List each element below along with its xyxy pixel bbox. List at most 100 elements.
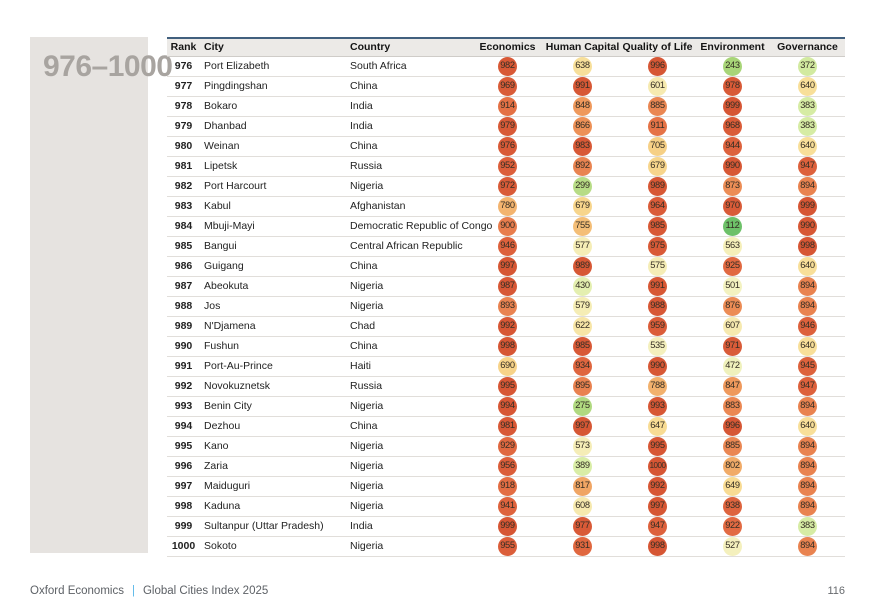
- score-cell-economics: 946: [470, 236, 545, 256]
- score-cell-governance: 894: [770, 436, 845, 456]
- score-badge: 873: [723, 176, 742, 196]
- score-cell-quality-of-life: 992: [620, 476, 695, 496]
- score-cell-quality-of-life: 947: [620, 516, 695, 536]
- score-cell-economics: 955: [470, 536, 545, 556]
- score-cell-economics: 972: [470, 176, 545, 196]
- score-cell-human-capital: 934: [545, 356, 620, 376]
- score-badge: 383: [798, 96, 817, 116]
- score-badge: 995: [648, 436, 667, 456]
- score-badge: 931: [573, 536, 592, 556]
- city-cell: Dhanbad: [204, 120, 247, 132]
- score-badge: 997: [648, 496, 667, 516]
- score-badge: 638: [573, 56, 592, 76]
- table-row: 983 Kabul Afghanistan 780 679 964 970 999: [167, 196, 845, 216]
- score-badge: 922: [723, 516, 742, 536]
- table-row: 998 Kaduna Nigeria 941 608 997 938 894: [167, 496, 845, 516]
- table-row: 991 Port-Au-Prince Haiti 690 934 990 472 945: [167, 356, 845, 376]
- score-badge: 947: [798, 376, 817, 396]
- score-cell-human-capital: 989: [545, 256, 620, 276]
- table-row: 977 Pingdingshan China 969 991 601 978 640: [167, 76, 845, 96]
- country-cell: China: [350, 80, 378, 92]
- score-badge: 999: [798, 196, 817, 216]
- table-row: 984 Mbuji-Mayi Democratic Republic of Cong…: [167, 216, 845, 236]
- score-cell-environment: 938: [695, 496, 770, 516]
- score-cell-environment: 999: [695, 96, 770, 116]
- score-badge: 275: [573, 396, 592, 416]
- score-cell-human-capital: 573: [545, 436, 620, 456]
- rank-cell: 1000: [171, 540, 196, 552]
- score-badge: 989: [573, 256, 592, 276]
- score-cell-governance: 383: [770, 96, 845, 116]
- score-badge: 640: [798, 136, 817, 156]
- table-row: 992 Novokuznetsk Russia 995 895 788 847 947: [167, 376, 845, 396]
- score-cell-governance: 894: [770, 456, 845, 476]
- score-badge: 883: [723, 396, 742, 416]
- score-badge: 893: [498, 296, 517, 316]
- score-cell-economics: 981: [470, 416, 545, 436]
- score-cell-governance: 998: [770, 236, 845, 256]
- table-row: 988 Jos Nigeria 893 579 988 876 894: [167, 296, 845, 316]
- rank-cell: 984: [174, 220, 193, 232]
- score-badge: 911: [648, 116, 667, 136]
- country-cell: Nigeria: [350, 180, 384, 192]
- score-cell-governance: 894: [770, 176, 845, 196]
- score-cell-quality-of-life: 959: [620, 316, 695, 336]
- score-cell-governance: 947: [770, 156, 845, 176]
- rank-cell: 997: [174, 480, 193, 492]
- score-badge: 608: [573, 496, 592, 516]
- score-cell-human-capital: 430: [545, 276, 620, 296]
- col-header-country: Country: [346, 38, 470, 57]
- score-cell-economics: 780: [470, 196, 545, 216]
- score-cell-quality-of-life: 998: [620, 536, 695, 556]
- score-cell-governance: 946: [770, 316, 845, 336]
- score-badge: 679: [573, 196, 592, 216]
- score-badge: 964: [648, 196, 667, 216]
- score-cell-governance: 945: [770, 356, 845, 376]
- score-badge: 946: [798, 316, 817, 336]
- score-cell-economics: 987: [470, 276, 545, 296]
- country-cell: Central African Republic: [350, 240, 463, 252]
- score-cell-quality-of-life: 647: [620, 416, 695, 436]
- score-badge: 996: [648, 56, 667, 76]
- score-badge: 876: [723, 296, 742, 316]
- score-cell-economics: 998: [470, 336, 545, 356]
- score-cell-economics: 997: [470, 256, 545, 276]
- country-cell: Nigeria: [350, 540, 384, 552]
- score-cell-environment: 876: [695, 296, 770, 316]
- col-header-quality-of-life: Quality of Life: [620, 38, 695, 57]
- score-badge: 981: [498, 416, 517, 436]
- city-cell: Bokaro: [204, 100, 238, 112]
- score-badge: 946: [498, 236, 517, 256]
- city-cell: Jos: [204, 300, 221, 312]
- score-cell-economics: 900: [470, 216, 545, 236]
- score-cell-human-capital: 977: [545, 516, 620, 536]
- table-row: 1000 Sokoto Nigeria 955 931 998 527 894: [167, 536, 845, 556]
- table-row: 987 Abeokuta Nigeria 987 430 991 501 894: [167, 276, 845, 296]
- country-cell: Nigeria: [350, 400, 384, 412]
- score-badge: 992: [648, 476, 667, 496]
- score-badge: 914: [498, 96, 517, 116]
- score-cell-human-capital: 892: [545, 156, 620, 176]
- score-badge: 945: [798, 356, 817, 376]
- footer-separator: |: [131, 585, 135, 597]
- score-cell-governance: 894: [770, 396, 845, 416]
- score-badge: 934: [573, 356, 592, 376]
- score-badge: 788: [648, 376, 667, 396]
- rank-cell: 977: [174, 80, 193, 92]
- score-cell-human-capital: 931: [545, 536, 620, 556]
- table-row: 994 Dezhou China 981 997 647 996 640: [167, 416, 845, 436]
- score-badge: 998: [798, 236, 817, 256]
- country-cell: Nigeria: [350, 500, 384, 512]
- score-badge: 894: [798, 496, 817, 516]
- score-badge: 998: [648, 536, 667, 556]
- country-cell: China: [350, 340, 378, 352]
- rank-range-label: 976–1000: [43, 50, 173, 83]
- score-badge: 918: [498, 476, 517, 496]
- score-badge: 994: [498, 396, 517, 416]
- score-cell-governance: 383: [770, 516, 845, 536]
- score-badge: 755: [573, 216, 592, 236]
- rank-cell: 979: [174, 120, 193, 132]
- score-cell-environment: 501: [695, 276, 770, 296]
- score-cell-governance: 894: [770, 476, 845, 496]
- score-badge: 894: [798, 456, 817, 476]
